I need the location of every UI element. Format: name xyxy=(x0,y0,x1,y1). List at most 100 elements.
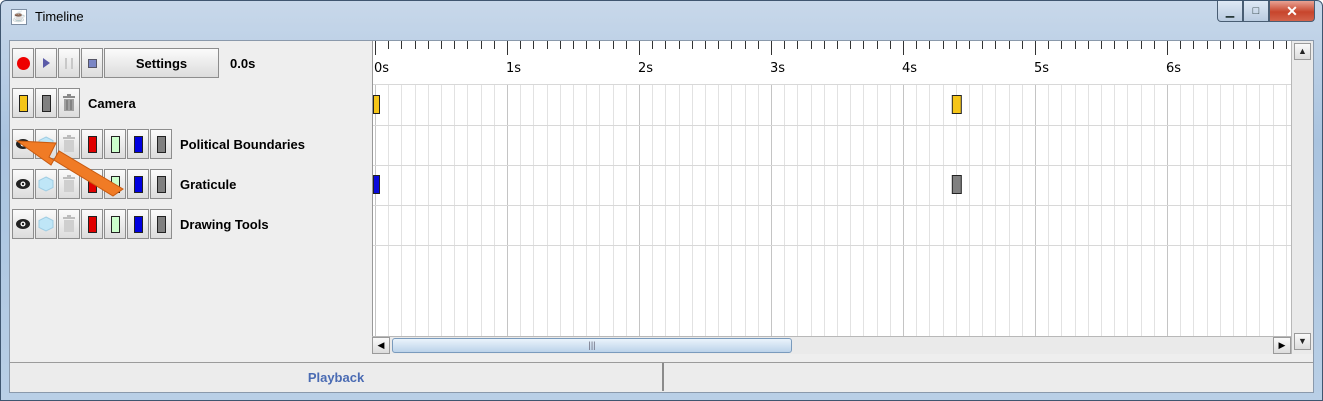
status-bar: Playback xyxy=(10,362,1313,392)
title-bar[interactable]: ☕ Timeline ▁ □ ✕ xyxy=(1,1,1322,34)
tick-label: 0s xyxy=(374,61,389,76)
camera-keyframe-yellow-button[interactable] xyxy=(12,88,34,118)
yellow-key-icon xyxy=(18,94,28,112)
trash-icon xyxy=(63,215,75,232)
timeline-grid: 0s 1s 2s 3s 4s 5s 6s xyxy=(373,41,1291,336)
horizontal-scrollbar[interactable]: ◀ ||| ▶ xyxy=(372,336,1291,354)
keyframe-marker[interactable] xyxy=(951,175,962,194)
camera-delete-button[interactable] xyxy=(58,88,80,118)
eye-icon xyxy=(16,179,30,189)
green-key-button[interactable] xyxy=(104,129,126,159)
playback-status: Playback xyxy=(10,363,664,391)
red-key-button[interactable] xyxy=(81,169,103,199)
scroll-up-arrow-icon[interactable]: ▲ xyxy=(1294,43,1311,60)
record-icon xyxy=(16,56,30,70)
gray-key-button[interactable] xyxy=(150,129,172,159)
close-button[interactable]: ✕ xyxy=(1269,1,1315,22)
pause-icon xyxy=(65,57,73,69)
blue-key-button[interactable] xyxy=(127,209,149,239)
tick-label: 3s xyxy=(770,61,785,76)
eye-icon xyxy=(16,139,30,149)
keyframe-marker[interactable] xyxy=(951,95,962,114)
scroll-left-arrow-icon[interactable]: ◀ xyxy=(372,337,390,354)
status-right xyxy=(664,363,1313,392)
red-key-icon xyxy=(87,175,97,193)
green-key-icon xyxy=(110,215,120,233)
maximize-icon: □ xyxy=(1252,5,1260,17)
java-cup-icon: ☕ xyxy=(11,9,27,25)
pause-button[interactable] xyxy=(58,48,80,78)
red-key-icon xyxy=(87,215,97,233)
cube-icon xyxy=(38,136,54,152)
play-icon xyxy=(42,58,50,68)
play-button[interactable] xyxy=(35,48,57,78)
green-key-icon xyxy=(110,135,120,153)
red-key-icon xyxy=(87,135,97,153)
camera-keyframe-gray-button[interactable] xyxy=(35,88,57,118)
scroll-thumb[interactable]: ||| xyxy=(392,338,792,353)
layer-row: Drawing Tools xyxy=(12,205,269,243)
scroll-right-arrow-icon[interactable]: ▶ xyxy=(1273,337,1291,354)
transport-row: Settings 0.0s xyxy=(12,44,255,82)
red-key-button[interactable] xyxy=(81,129,103,159)
layer-label: Drawing Tools xyxy=(180,216,269,232)
gray-key-icon xyxy=(156,135,166,153)
settings-button[interactable]: Settings xyxy=(104,48,219,78)
layer-3d-button[interactable] xyxy=(35,209,57,239)
layer-delete-button[interactable] xyxy=(58,129,80,159)
maximize-button[interactable]: □ xyxy=(1243,1,1269,22)
tick-label: 1s xyxy=(506,61,521,76)
trash-icon xyxy=(63,94,75,111)
time-readout: 0.0s xyxy=(230,55,256,71)
gray-key-button[interactable] xyxy=(150,169,172,199)
cube-icon xyxy=(38,176,54,192)
layer-panel: Settings 0.0s Camera Political Boundarie… xyxy=(10,41,372,354)
layer-delete-button[interactable] xyxy=(58,209,80,239)
layer-3d-button[interactable] xyxy=(35,169,57,199)
gray-key-icon xyxy=(41,94,51,112)
blue-key-icon xyxy=(133,175,143,193)
visibility-toggle[interactable] xyxy=(12,169,34,199)
blue-key-icon xyxy=(133,135,143,153)
green-key-icon xyxy=(110,175,120,193)
keyframe-marker[interactable] xyxy=(373,175,380,194)
camera-row: Camera xyxy=(12,84,136,122)
vertical-scrollbar[interactable]: ▲ ▼ xyxy=(1291,41,1313,354)
trash-icon xyxy=(63,135,75,152)
record-button[interactable] xyxy=(12,48,34,78)
minimize-icon: ▁ xyxy=(1225,5,1235,18)
cube-icon xyxy=(38,216,54,232)
red-key-button[interactable] xyxy=(81,209,103,239)
scroll-down-arrow-icon[interactable]: ▼ xyxy=(1294,333,1311,350)
layer-row: Graticule xyxy=(12,165,236,203)
gray-key-icon xyxy=(156,175,166,193)
visibility-toggle[interactable] xyxy=(12,209,34,239)
layer-delete-button[interactable] xyxy=(58,169,80,199)
trash-icon xyxy=(63,175,75,192)
tick-label: 2s xyxy=(638,61,653,76)
timeline-canvas[interactable]: 0s 1s 2s 3s 4s 5s 6s xyxy=(372,41,1291,336)
window-title: Timeline xyxy=(35,9,84,24)
tick-label: 4s xyxy=(902,61,917,76)
minimize-button[interactable]: ▁ xyxy=(1217,1,1243,22)
eye-icon xyxy=(16,219,30,229)
close-icon: ✕ xyxy=(1286,2,1298,19)
gray-key-icon xyxy=(156,215,166,233)
visibility-toggle[interactable] xyxy=(12,129,34,159)
stop-icon xyxy=(87,58,97,68)
blue-key-button[interactable] xyxy=(127,169,149,199)
camera-label: Camera xyxy=(88,95,136,111)
blue-key-icon xyxy=(133,215,143,233)
layer-3d-button[interactable] xyxy=(35,129,57,159)
blue-key-button[interactable] xyxy=(127,129,149,159)
gray-key-button[interactable] xyxy=(150,209,172,239)
tick-label: 6s xyxy=(1166,61,1181,76)
green-key-button[interactable] xyxy=(104,169,126,199)
tick-label: 5s xyxy=(1034,61,1049,76)
layer-label: Graticule xyxy=(180,176,237,192)
client-area: Settings 0.0s Camera Political Boundarie… xyxy=(9,40,1314,393)
keyframe-marker[interactable] xyxy=(373,95,380,114)
stop-button[interactable] xyxy=(81,48,103,78)
green-key-button[interactable] xyxy=(104,209,126,239)
